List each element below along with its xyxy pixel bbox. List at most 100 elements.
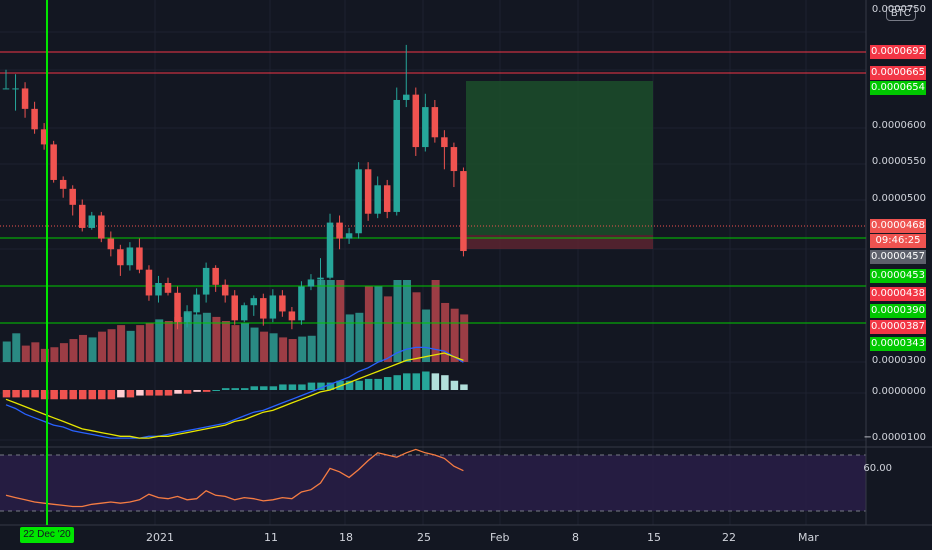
volume-bar [88, 337, 97, 362]
macd-histogram-bar [164, 390, 173, 396]
macd-histogram-bar [69, 390, 77, 400]
volume-bar [336, 280, 345, 362]
candle-body [78, 204, 86, 228]
price-axis-label: 0.0000000 [871, 386, 926, 397]
candle-body [126, 247, 134, 266]
candle-body [355, 169, 362, 234]
price-axis-label: 0.0000750 [871, 4, 926, 15]
volume-bar [174, 316, 183, 362]
long-position-stop-zone [466, 235, 653, 249]
macd-histogram-bar [260, 386, 268, 390]
macd-histogram-bar [241, 388, 249, 390]
time-axis-label: 18 [339, 531, 353, 544]
volume-bar [155, 319, 164, 362]
volume-bar [69, 339, 78, 362]
volume-bar [364, 286, 373, 362]
volume-bar [193, 314, 202, 362]
candle-body [21, 88, 29, 109]
candle-body [260, 298, 267, 319]
volume-bar [307, 335, 316, 362]
rsi-axis-label: 60.00 [863, 463, 892, 474]
crosshair-date-marker: 22 Dec '20 [20, 527, 74, 543]
volume-bar [136, 325, 145, 362]
volume-bar [412, 292, 421, 362]
candle-body [393, 99, 400, 212]
volume-bar [460, 314, 469, 362]
candle-body [231, 295, 238, 321]
macd-histogram-bar [441, 375, 449, 390]
price-tag-support: 0.0000390 [870, 304, 926, 318]
candle-body [212, 267, 219, 285]
volume-bar [50, 347, 59, 362]
macd-histogram-bar [202, 390, 211, 392]
macd-histogram-bar [336, 380, 344, 390]
volume-bar [422, 309, 431, 362]
macd-histogram-bar [355, 380, 363, 390]
volume-bar [441, 302, 450, 362]
candle-body [403, 94, 410, 100]
candle-body [174, 292, 181, 323]
countdown-tag: 09:46:25 [870, 234, 926, 248]
price-tag-resistance: 0.0000665 [870, 66, 926, 80]
candle-body [307, 279, 315, 287]
candle-body [250, 298, 258, 306]
candle-body [145, 269, 153, 296]
volume-bar [279, 337, 288, 362]
macd-histogram-bar [88, 390, 97, 400]
price-tag-support: 0.0000343 [870, 337, 926, 351]
volume-bar [288, 339, 297, 362]
candle-body [383, 185, 391, 212]
macd-histogram-bar [279, 384, 287, 390]
candle-body [450, 147, 458, 172]
candle-body [136, 247, 143, 270]
macd-histogram-bar [345, 380, 354, 390]
candle-body [326, 222, 334, 278]
macd-histogram-bar [326, 382, 335, 390]
candle-body [50, 144, 57, 180]
candle-body [117, 249, 124, 266]
candle-body [288, 311, 296, 321]
horizontal-levels [0, 51, 866, 324]
volume-bar [241, 322, 249, 362]
volume-bar [145, 323, 154, 362]
currency-badge[interactable]: BTC [886, 6, 916, 21]
time-axis-label: 2021 [146, 531, 174, 544]
macd-histogram-bar [288, 384, 297, 390]
volume-bar [12, 333, 21, 362]
macd-histogram-bar [450, 380, 459, 390]
time-axis-label: Feb [490, 531, 510, 544]
volume-bar [98, 331, 107, 362]
macd-histogram-bar [136, 390, 144, 396]
candle-body [69, 188, 76, 205]
candle-body [40, 129, 48, 145]
macd-histogram-bar [221, 388, 230, 390]
candle-body [441, 137, 448, 148]
candle-body [221, 284, 229, 296]
candle-body [345, 233, 353, 239]
macd-histogram-bar [422, 371, 430, 390]
volume-bar [298, 336, 307, 362]
rsi-line [5, 448, 464, 508]
volume-bars [2, 280, 469, 362]
chart-grid [0, 0, 866, 525]
macd-histogram-bar [403, 373, 411, 390]
macd-histogram-bar [145, 390, 154, 396]
macd-histogram-bar [107, 390, 116, 400]
candle-body [98, 215, 105, 239]
price-tag-target: 0.0000654 [870, 81, 926, 95]
volume-bar [117, 325, 126, 362]
candle-body [202, 267, 210, 295]
volume-bar [345, 314, 354, 362]
candle-body [155, 283, 162, 296]
candle-body [241, 305, 248, 321]
price-tag-current: 0.0000468 [870, 219, 926, 233]
macd-histogram-bar [383, 377, 392, 390]
volume-bar [231, 325, 240, 362]
macd-histogram-bar [12, 390, 20, 398]
time-axis-label: 11 [264, 531, 278, 544]
time-axis-label: 8 [572, 531, 579, 544]
macd-histogram-bar [2, 390, 11, 398]
volume-bar [40, 348, 49, 362]
macd-histogram-bar [50, 390, 58, 400]
